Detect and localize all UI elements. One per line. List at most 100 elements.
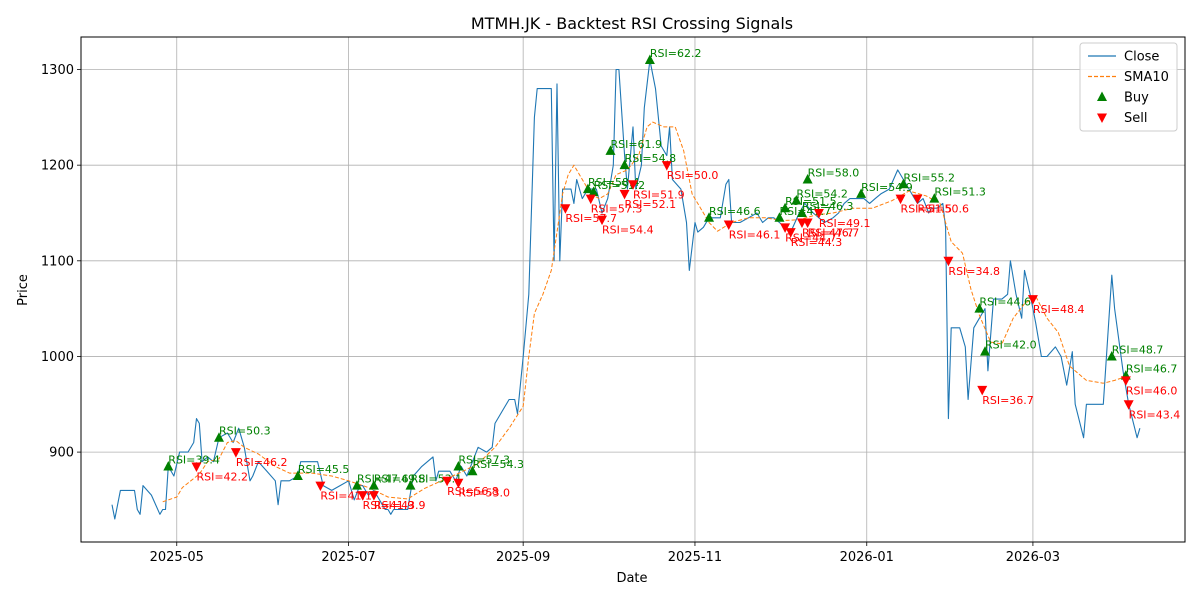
sell-label: RSI=57.7 [565, 212, 617, 225]
buy-label: RSI=46.7 [1126, 363, 1178, 376]
x-tick-label: 2025-11 [668, 550, 722, 565]
sell-marker [977, 385, 988, 396]
sell-label: RSI=47.7 [802, 227, 854, 240]
buy-marker [974, 303, 985, 313]
sell-marker [943, 256, 954, 267]
buy-marker [929, 193, 940, 203]
buy-marker [1106, 350, 1117, 361]
legend-label-close: Close [1124, 50, 1159, 65]
sell-label: RSI=46.2 [236, 456, 288, 469]
y-tick-label: 1000 [41, 350, 74, 365]
sell-label: RSI=34.8 [948, 265, 1000, 278]
buy-label: RSI=44.6 [979, 296, 1031, 309]
buy-label: RSI=48.7 [1112, 343, 1164, 356]
sell-marker [895, 194, 906, 205]
sell-label: RSI=49.1 [819, 217, 871, 230]
buy-marker [704, 212, 715, 222]
legend-swatch-sell [1097, 113, 1107, 123]
sell-marker [802, 218, 813, 229]
buy-label: RSI=39.4 [168, 453, 220, 466]
buy-label: RSI=54.9 [861, 181, 913, 194]
sell-label: RSI=51.9 [633, 188, 685, 201]
plot-frame [80, 36, 1186, 543]
buy-label: RSI=49.8 [374, 473, 426, 486]
buy-marker [368, 480, 379, 490]
buy-label: RSI=54.2 [796, 188, 848, 201]
sell-marker [315, 481, 326, 492]
sell-marker [628, 180, 638, 190]
sell-marker [1120, 376, 1131, 386]
sell-marker [723, 220, 734, 230]
grid-layer [81, 37, 1185, 542]
sell-label: RSI=42.2 [196, 470, 248, 483]
buy-marker [352, 480, 362, 490]
sell-marker [1027, 295, 1038, 305]
sell-label: RSI=53.0 [458, 487, 510, 500]
sell-marker [585, 194, 596, 205]
buy-marker [619, 159, 630, 170]
sell-label: RSI=43.9 [374, 499, 426, 512]
sell-marker [368, 491, 379, 501]
buy-marker [774, 212, 785, 222]
legend-label-sell: Sell [1124, 111, 1147, 126]
buy-label: RSI=42.0 [985, 339, 1037, 352]
sell-label: RSI=48.4 [1033, 303, 1085, 316]
buy-label: RSI=62.2 [650, 47, 702, 60]
buy-marker [467, 465, 478, 476]
buy-marker [980, 346, 991, 356]
sell-label: RSI=36.7 [982, 394, 1034, 407]
buy-marker [582, 183, 593, 194]
sell-label: RSI=50.0 [667, 169, 719, 182]
legend-box [1079, 42, 1178, 132]
sell-marker [191, 462, 202, 472]
sell-label: RSI=43.4 [1129, 408, 1181, 421]
x-tick-label: 2025-05 [150, 550, 204, 565]
sell-label: RSI=46.1 [729, 228, 781, 241]
buy-label: RSI=54.3 [472, 458, 524, 471]
sell-marker [912, 194, 923, 205]
buy-label: RSI=55.2 [903, 171, 955, 184]
sell-label: RSI=50.6 [917, 203, 969, 216]
sell-marker [780, 223, 791, 233]
buy-marker [405, 480, 416, 490]
y-axis-label: Price [16, 274, 31, 306]
sell-label: RSI=41.9 [363, 499, 415, 512]
buy-label: RSI=61.9 [610, 138, 662, 151]
sell-label: RSI=56.8 [447, 485, 499, 498]
signal-layer: RSI=39.4 RSI=50.3 RSI=45.5 RSI=47.6RSI=49.8… [163, 47, 1180, 512]
sell-marker [560, 204, 571, 214]
buy-marker [898, 178, 909, 189]
chart-title: MTMH.JK - Backtest RSI Crossing Signals [471, 14, 793, 33]
buy-label: RSI=58.0 [808, 167, 860, 180]
buy-label: RSI=46.3 [802, 200, 854, 213]
x-axis-label: Date [616, 571, 647, 586]
series-line-sma10 [162, 121, 1129, 503]
y-tick-label: 900 [49, 446, 74, 461]
buy-marker [163, 460, 174, 471]
buy-label: RSI=46.6 [709, 205, 761, 218]
buy-marker [214, 432, 224, 442]
legend-label-buy: Buy [1124, 91, 1149, 106]
sell-marker [1123, 400, 1134, 410]
sell-label: RSI=46.7 [808, 227, 860, 240]
sell-label: RSI=54.4 [602, 224, 654, 237]
sell-label: RSI=46.0 [1126, 384, 1178, 397]
sell-marker [597, 215, 608, 226]
buy-label: RSI=47.6 [357, 473, 409, 486]
buy-label: RSI=58.4 [588, 176, 640, 189]
buy-marker [605, 145, 616, 155]
y-tick-label: 1300 [41, 63, 74, 78]
legend-swatch-buy [1097, 91, 1107, 101]
sell-label: RSI=44.3 [791, 236, 843, 249]
sell-marker [661, 161, 672, 171]
sell-marker [230, 448, 241, 458]
buy-label: RSI=57.3 [458, 453, 510, 466]
x-tick-label: 2025-07 [321, 550, 375, 565]
x-tick-label: 2026-01 [840, 550, 894, 565]
sell-marker [442, 476, 453, 487]
buy-marker [796, 207, 807, 217]
buy-marker [780, 202, 791, 213]
x-tick-label: 2025-09 [496, 550, 550, 565]
